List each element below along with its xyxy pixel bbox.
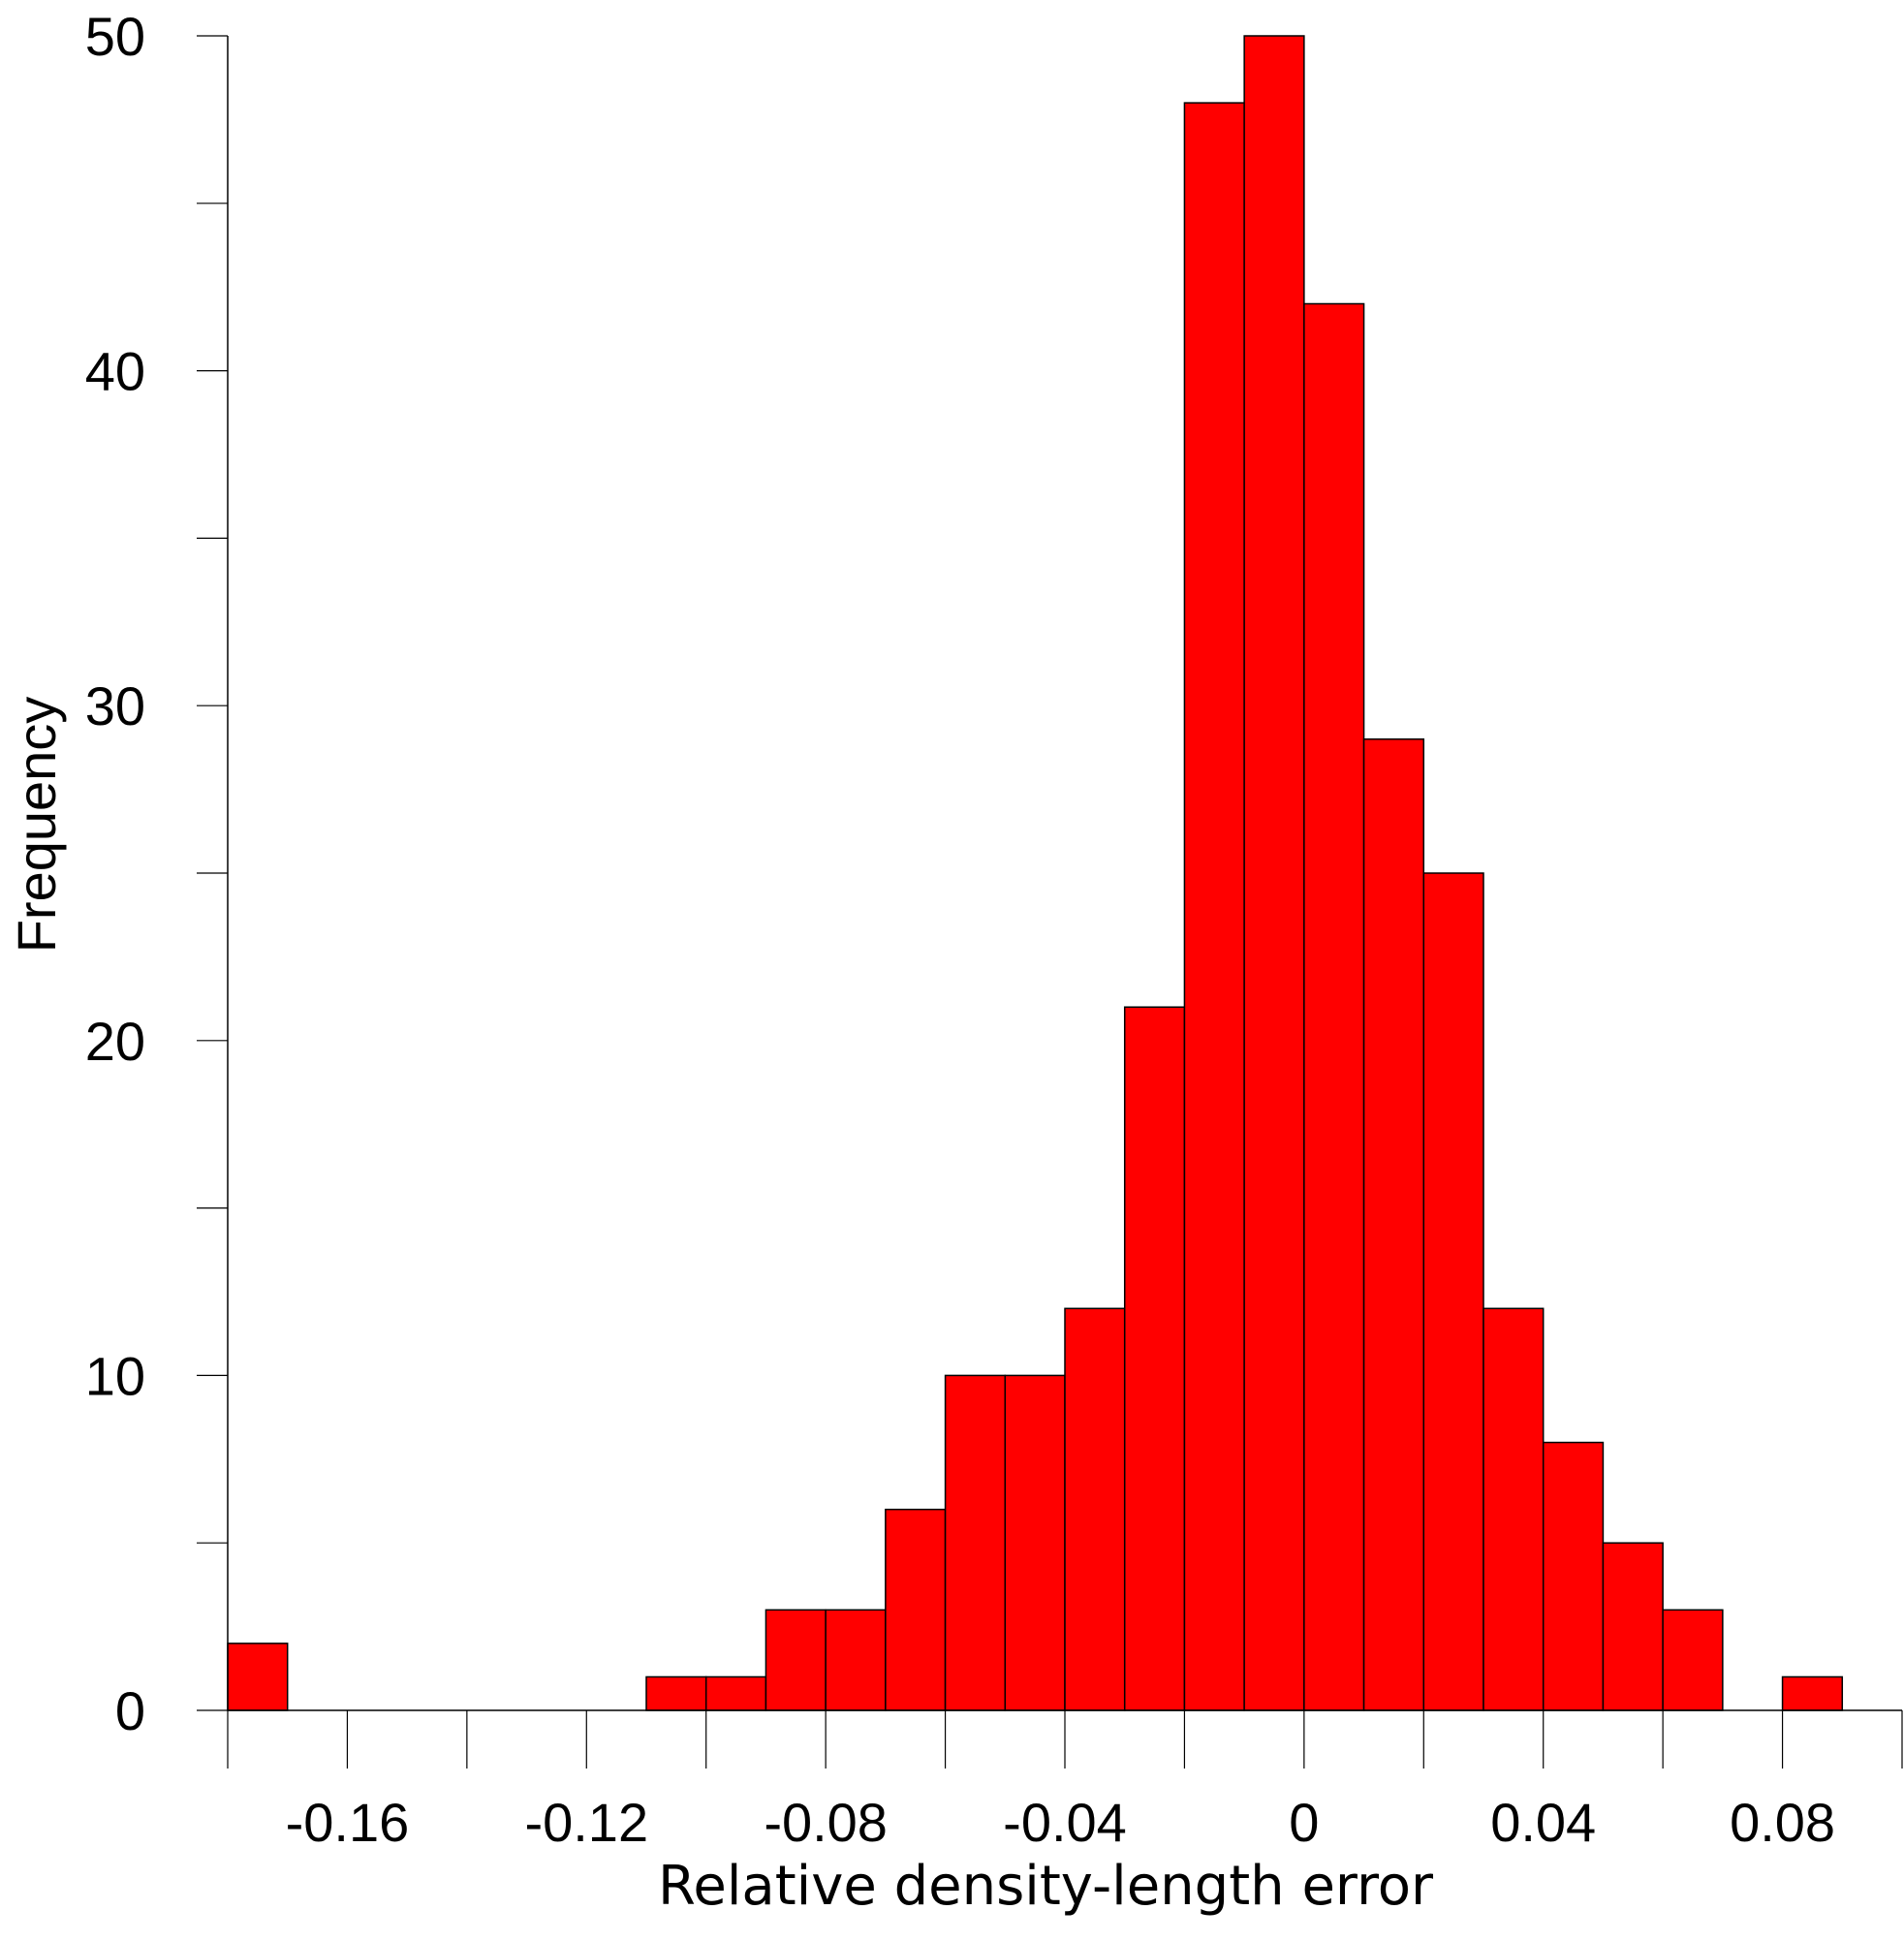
tick-labels: 0 10 20 30 40 50 -0.16 -0.12 -0.08 -0.04 0 0.04 0.08: [85, 6, 1835, 1853]
histogram-bar-17: [1602, 1542, 1664, 1711]
histogram-bar-5: [885, 1508, 947, 1711]
histogram-bar-12: [1303, 302, 1365, 1711]
x-axis-title: Relative density-length error: [658, 1855, 1434, 1918]
histogram-bar-18: [1662, 1609, 1724, 1711]
histogram-bar-16: [1542, 1441, 1605, 1711]
histogram-bar-4: [825, 1609, 887, 1711]
histogram-bar-9: [1123, 1006, 1186, 1711]
y-tick-label: 20: [85, 1011, 145, 1072]
x-tick-label: 0.04: [1490, 1792, 1596, 1853]
histogram-bar-19: [1781, 1675, 1844, 1711]
histogram-bar-11: [1243, 35, 1305, 1711]
x-tick-label: 0: [1289, 1792, 1319, 1853]
y-tick-label: 10: [85, 1345, 145, 1406]
histogram-bar-2: [704, 1675, 767, 1711]
histogram-bars: [227, 35, 1844, 1711]
histogram-bar-7: [1004, 1374, 1066, 1711]
y-axis-title: Frequency: [6, 697, 67, 954]
y-tick-label: 30: [85, 675, 145, 736]
histogram-bar-3: [765, 1609, 827, 1711]
y-tick-label: 0: [115, 1680, 145, 1741]
axes: [197, 35, 1903, 1769]
y-tick-label: 50: [85, 6, 145, 67]
x-tick-label: -0.08: [764, 1792, 888, 1853]
x-tick-label: 0.08: [1730, 1792, 1835, 1853]
histogram-bar-0: [227, 1643, 289, 1711]
histogram-bar-6: [944, 1374, 1007, 1711]
x-tick-label: -0.16: [286, 1792, 410, 1853]
histogram-bar-14: [1422, 872, 1484, 1711]
x-tick-label: -0.04: [1003, 1792, 1127, 1853]
x-tick-label: -0.12: [524, 1792, 648, 1853]
histogram-bar-10: [1183, 102, 1245, 1711]
histogram-bar-8: [1064, 1307, 1126, 1711]
histogram-bar-13: [1362, 738, 1425, 1711]
histogram-bar-15: [1483, 1307, 1545, 1711]
histogram-bar-1: [645, 1675, 707, 1711]
y-tick-label: 40: [85, 341, 145, 402]
